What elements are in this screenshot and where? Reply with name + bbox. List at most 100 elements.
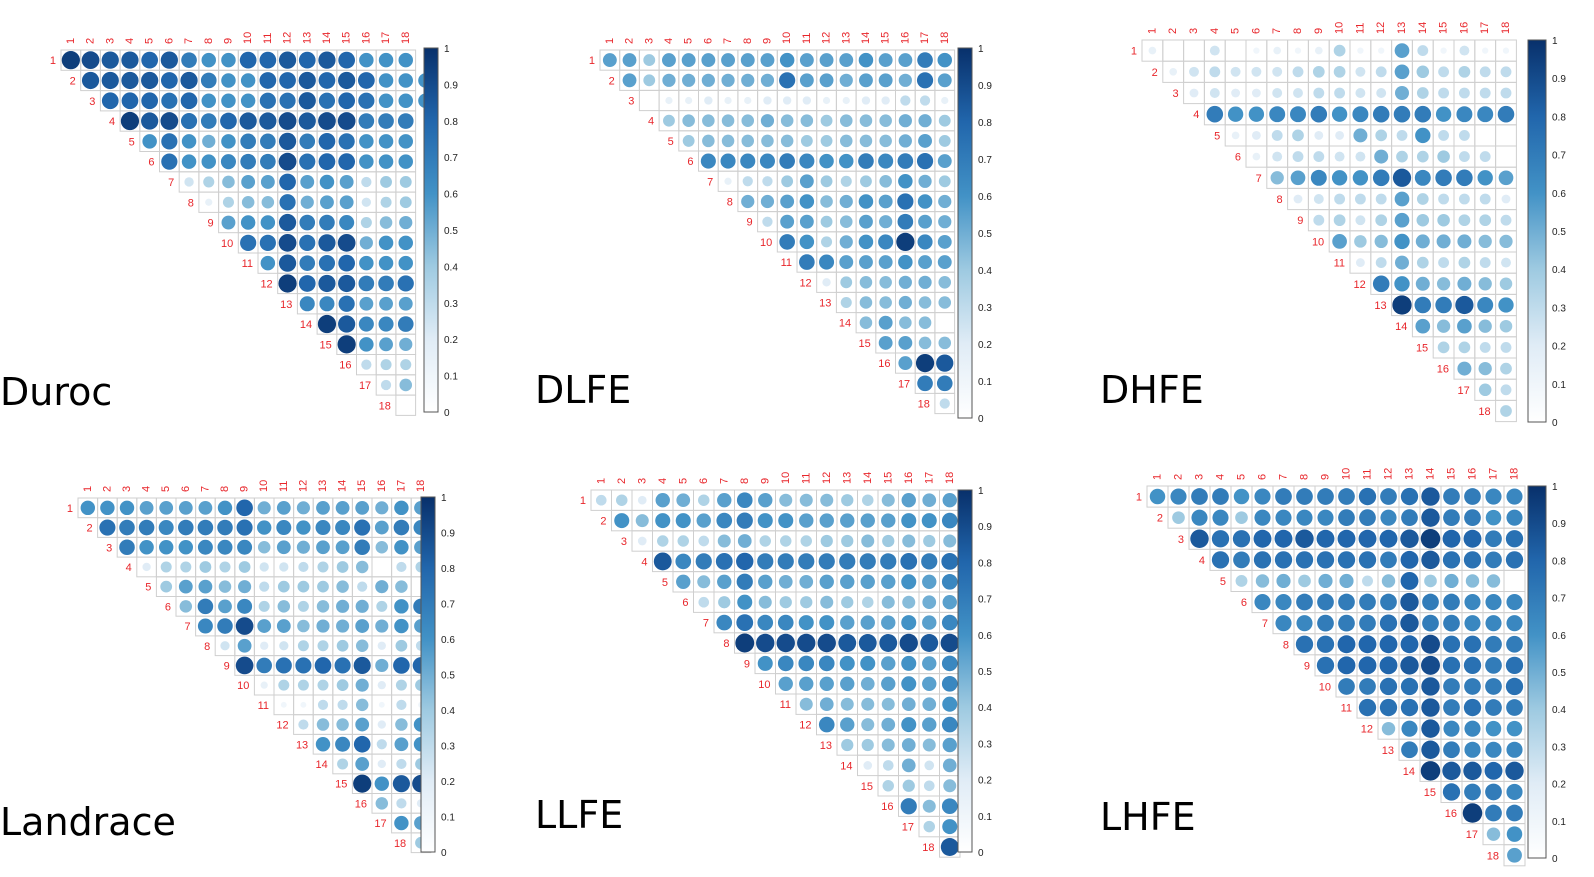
corr-point-5-5 <box>682 134 695 147</box>
colorbar-tick-label: 0.7 <box>978 155 992 166</box>
corr-point-3-8 <box>217 539 233 555</box>
corr-point-5-10 <box>259 581 270 592</box>
corr-point-7-16 <box>375 619 389 633</box>
colorbar-tick-label: 1 <box>441 493 447 504</box>
corr-point-6-8 <box>218 599 232 614</box>
corr-point-13-17 <box>1485 741 1502 758</box>
corr-point-10-16 <box>377 680 386 690</box>
corr-point-1-10 <box>239 51 257 69</box>
corr-point-7-18 <box>938 175 951 188</box>
corr-point-2-2 <box>81 71 100 90</box>
corr-point-4-4 <box>120 111 140 131</box>
corr-point-1-6 <box>178 500 193 515</box>
row-label: 13 <box>820 740 832 752</box>
colorbar-tick-label: 1 <box>978 44 984 55</box>
corr-point-2-16 <box>901 513 917 529</box>
corr-point-13-15 <box>881 738 895 752</box>
corr-point-1-9 <box>758 493 773 508</box>
corr-point-2-11 <box>799 73 814 88</box>
corr-point-4-5 <box>160 561 172 573</box>
corr-point-12-15 <box>355 717 370 732</box>
col-label: 11 <box>801 33 813 44</box>
corr-point-3-14 <box>861 534 875 548</box>
corr-point-2-9 <box>760 73 775 87</box>
corr-point-3-13 <box>842 96 850 105</box>
col-label: 15 <box>880 32 892 44</box>
corr-point-6-12 <box>297 600 309 612</box>
corr-point-9-10 <box>780 214 795 229</box>
corr-point-7-13 <box>840 615 855 630</box>
corr-point-4-17 <box>1485 551 1502 569</box>
corr-point-11-14 <box>318 255 336 272</box>
col-label: 16 <box>1458 22 1470 34</box>
corr-point-1-15 <box>881 493 895 507</box>
corr-point-9-12 <box>278 213 297 232</box>
corr-point-3-14 <box>861 96 871 105</box>
row-label: 5 <box>668 136 674 148</box>
corr-point-2-17 <box>921 513 937 529</box>
corr-point-6-11 <box>1359 593 1376 611</box>
row-label: 12 <box>799 277 811 289</box>
corr-point-11-14 <box>1421 698 1440 717</box>
corr-point-7-18 <box>941 614 958 631</box>
corr-point-13-15 <box>1443 741 1460 759</box>
corr-point-3-6 <box>698 535 710 547</box>
corr-point-8-12 <box>820 195 833 208</box>
colorbar-tick-label: 0.3 <box>1552 742 1566 753</box>
corr-point-4-8 <box>200 113 217 129</box>
corr-point-9-16 <box>901 655 917 671</box>
corr-point-1-18 <box>398 52 413 68</box>
col-label: 12 <box>1383 468 1395 480</box>
corr-point-4-11 <box>279 562 289 572</box>
panel-dlfe: 1 2 3 4 5 6 7 8 9 10 11 12 13 14 15 16 17 181234567891011… <box>535 32 992 425</box>
corr-point-11-16 <box>901 697 916 712</box>
col-label: 3 <box>121 486 133 492</box>
corr-point-1-9 <box>760 53 775 68</box>
corr-point-8-12 <box>297 640 309 652</box>
corr-point-5-11 <box>1353 128 1368 143</box>
corr-point-2-17 <box>378 73 394 88</box>
col-label: 1 <box>65 38 77 44</box>
corr-point-4-5 <box>1227 106 1244 122</box>
corr-point-7-18 <box>1506 615 1523 632</box>
colorbar-tick-label: 0.8 <box>1552 112 1566 123</box>
corr-point-9-15 <box>881 656 896 671</box>
corr-point-3-11 <box>1355 88 1366 98</box>
corr-point-2-2 <box>99 519 116 536</box>
row-label: 2 <box>1157 513 1163 525</box>
colorbar-tick-label: 0.5 <box>1552 668 1566 679</box>
corr-point-3-12 <box>822 96 831 105</box>
corr-point-2-15 <box>354 519 371 536</box>
corr-point-4-6 <box>1253 551 1272 569</box>
corr-point-3-16 <box>1463 529 1482 548</box>
corr-point-4-11 <box>1358 551 1377 569</box>
col-label: 15 <box>882 472 894 484</box>
corr-point-7-8 <box>1296 615 1313 632</box>
corr-point-1-12 <box>819 53 834 68</box>
corr-point-7-16 <box>1456 169 1473 187</box>
col-label: 10 <box>242 32 254 44</box>
colorbar-tick-label: 0.9 <box>444 80 458 91</box>
corr-point-7-7 <box>1270 171 1284 185</box>
colorbar-tick-label: 0.2 <box>978 340 992 351</box>
corr-point-9-15 <box>879 215 893 229</box>
corr-point-10-12 <box>819 676 834 691</box>
corr-point-9-17 <box>1479 214 1492 227</box>
corr-point-3-3 <box>1189 88 1199 98</box>
corr-point-3-7 <box>197 539 213 555</box>
corr-point-1-7 <box>717 493 732 508</box>
corr-point-18-18 <box>940 838 959 856</box>
corr-point-5-6 <box>161 133 178 150</box>
corr-point-13-16 <box>1464 741 1481 758</box>
corr-point-7-8 <box>736 614 754 632</box>
col-label: 6 <box>698 478 710 484</box>
corr-point-7-9 <box>222 175 235 189</box>
corr-point-8-18 <box>938 194 952 209</box>
corr-point-17-17 <box>380 379 392 391</box>
corr-point-16-16 <box>1462 803 1483 823</box>
corr-point-8-8 <box>741 194 755 209</box>
corr-point-7-10 <box>1331 170 1348 186</box>
row-label: 18 <box>918 399 930 411</box>
col-label: 3 <box>104 38 116 44</box>
corr-point-8-17 <box>1485 635 1502 653</box>
